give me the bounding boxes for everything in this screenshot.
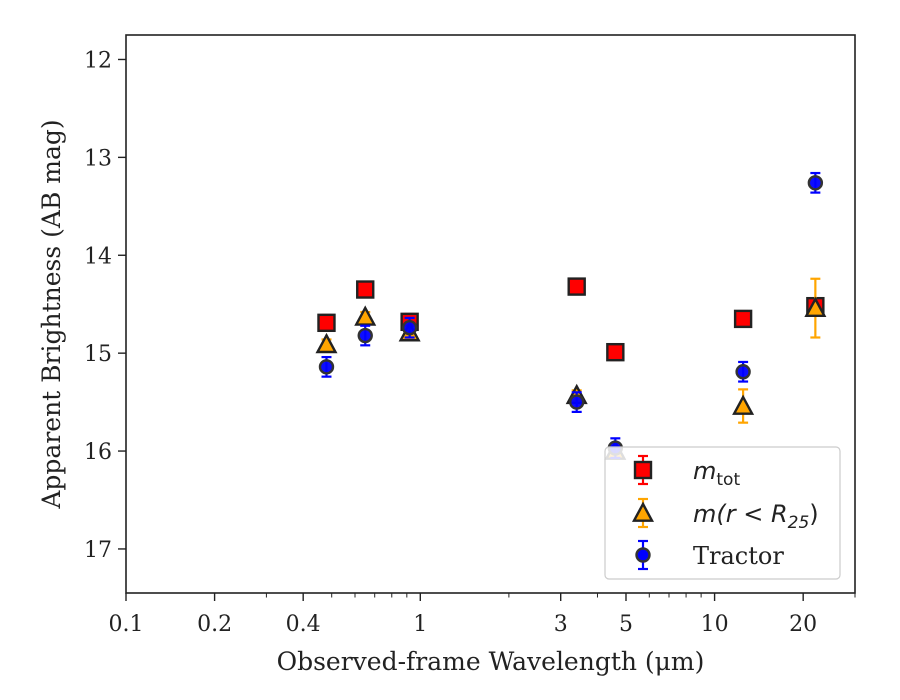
data-point [401,316,418,339]
y-tick-label: 14 [84,244,112,269]
data-point [804,277,827,339]
data-point [356,280,375,299]
data-point [807,171,824,194]
x-tick-label: 0.2 [197,612,232,637]
plot-frame [125,34,856,594]
x-tick-label: 10 [701,612,729,637]
legend-entry: mtot [633,454,740,490]
x-tick-label: 1 [413,612,427,637]
data-point [733,309,753,329]
data-point [317,313,336,333]
y-axis-ticks: 12 13 14 15 16 17 [84,48,126,563]
legend-label: Tractor [693,542,784,570]
legend-label: mtot [693,457,740,490]
x-tick-label: 0.4 [286,612,321,637]
x-tick-label: 3 [554,612,568,637]
data-point [606,342,625,362]
legend: mtot m(r < R25) Tractor [604,446,841,580]
x-axis-label: Observed-frame Wavelength (μm) [277,647,705,676]
x-tick-label: 0.1 [109,612,144,637]
series-layer [315,171,827,460]
legend-entry: Tractor [635,539,784,571]
y-tick-label: 15 [84,342,112,367]
legend-frame [604,446,841,580]
data-point [357,324,373,347]
data-point [315,332,338,354]
data-point [735,360,751,383]
legend-entry: m(r < R25) [631,497,819,533]
y-tick-label: 13 [84,146,112,171]
data-point [569,391,585,413]
x-tick-label: 5 [619,612,633,637]
data-point [567,277,586,296]
data-point [354,305,377,326]
data-point [318,355,335,378]
x-axis-ticks: 0.1 0.2 0.4 1 3 5 10 20 [109,593,856,637]
legend-label: m(r < R25) [693,500,819,533]
data-point [732,388,755,424]
y-axis-label: Apparent Brightness (AB mag) [37,119,66,509]
y-tick-label: 16 [84,440,112,465]
x-tick-label: 20 [789,612,817,637]
y-tick-label: 12 [84,48,112,73]
y-tick-label: 17 [84,538,112,563]
